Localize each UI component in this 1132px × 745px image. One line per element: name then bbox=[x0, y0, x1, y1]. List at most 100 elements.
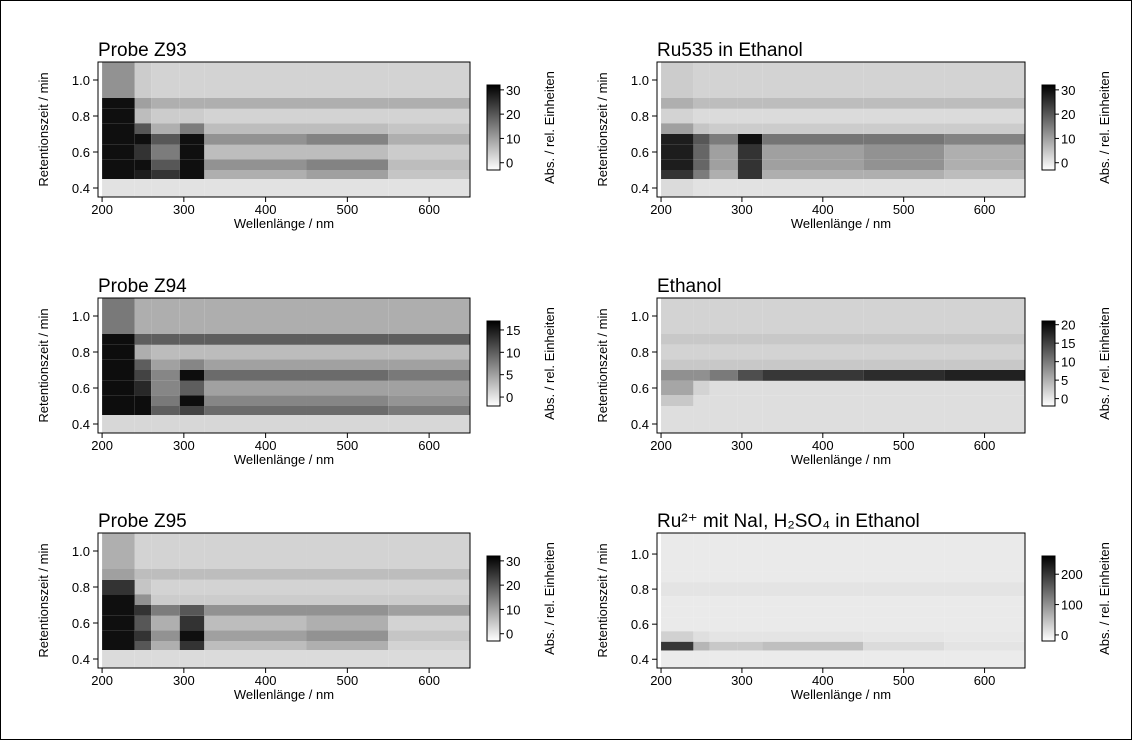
colorbar-tick-label: 0 bbox=[1061, 392, 1068, 407]
x-axis-label: Wellenlänge / nm bbox=[234, 687, 334, 702]
plot-frame bbox=[656, 297, 1026, 434]
x-tick-label: 300 bbox=[731, 438, 753, 453]
heat-cell bbox=[737, 98, 763, 109]
y-tick-label: 0.4 bbox=[631, 417, 649, 432]
heat-cell bbox=[737, 159, 763, 170]
heat-cell bbox=[179, 630, 205, 641]
heat-cell bbox=[102, 380, 135, 396]
heat-cell bbox=[151, 179, 180, 197]
heat-cell bbox=[709, 571, 738, 583]
heat-cell bbox=[151, 370, 180, 381]
heat-cell bbox=[388, 344, 470, 360]
heat-cell bbox=[204, 605, 307, 616]
heat-cell bbox=[863, 641, 945, 651]
chart-title: Probe Z94 bbox=[98, 276, 187, 297]
y-tick-label: 0.4 bbox=[631, 181, 649, 196]
x-tick-label: 400 bbox=[255, 673, 277, 688]
chart-title: Ru535 in Ethanol bbox=[657, 40, 803, 61]
heat-cell bbox=[306, 569, 389, 580]
heat-cell bbox=[762, 596, 864, 607]
x-tick-label: 200 bbox=[650, 202, 672, 217]
heat-cell bbox=[134, 569, 152, 580]
y-tick-label: 1.0 bbox=[631, 309, 649, 324]
heat-cell bbox=[306, 630, 389, 641]
y-tick-label: 1.0 bbox=[631, 547, 649, 562]
heat-cell bbox=[151, 569, 180, 580]
heat-cell bbox=[737, 650, 763, 668]
heat-cell bbox=[102, 569, 135, 580]
y-tick-label: 0.8 bbox=[72, 345, 90, 360]
heat-cell bbox=[762, 571, 864, 583]
x-axis-label: Wellenlänge / nm bbox=[791, 216, 891, 231]
plot-frame bbox=[97, 61, 471, 198]
heat-cell bbox=[709, 395, 738, 406]
heat-cell bbox=[661, 134, 694, 145]
heat-cell bbox=[179, 370, 205, 381]
heat-cell bbox=[944, 370, 1025, 381]
heat-cell bbox=[102, 650, 135, 668]
heat-cell bbox=[134, 359, 152, 370]
y-axis-label: Retentionszeit / min bbox=[36, 543, 51, 657]
heat-cell bbox=[762, 144, 864, 160]
heat-cell bbox=[179, 415, 205, 433]
heat-cell bbox=[151, 159, 180, 170]
heat-cell bbox=[388, 108, 470, 124]
heat-cell bbox=[204, 395, 307, 406]
heat-cell bbox=[762, 650, 864, 668]
heat-cell bbox=[134, 334, 152, 345]
heat-cell bbox=[151, 615, 180, 631]
heat-cell bbox=[737, 170, 763, 179]
heat-cell bbox=[737, 571, 763, 583]
colorbar-tick-label: 10 bbox=[1061, 131, 1075, 146]
heat-cell bbox=[661, 406, 694, 415]
x-tick-label: 600 bbox=[418, 202, 440, 217]
heat-cell bbox=[709, 179, 738, 197]
heat-cell bbox=[944, 533, 1025, 572]
heat-cell bbox=[762, 179, 864, 197]
heat-cell bbox=[306, 344, 389, 360]
y-tick-label: 0.6 bbox=[72, 616, 90, 631]
heat-cell bbox=[306, 62, 389, 98]
heat-cell bbox=[863, 406, 945, 415]
heat-cell bbox=[204, 650, 307, 668]
heat-cell bbox=[306, 641, 389, 650]
x-tick-label: 200 bbox=[91, 673, 113, 688]
heat-cell bbox=[151, 144, 180, 160]
heat-cell bbox=[944, 62, 1025, 98]
heat-cell bbox=[151, 579, 180, 595]
colorbar-tick-label: 10 bbox=[506, 131, 520, 146]
heat-cell bbox=[944, 334, 1025, 345]
heat-cell bbox=[762, 533, 864, 572]
heat-cell bbox=[134, 108, 152, 124]
heat-cell bbox=[944, 123, 1025, 134]
y-axis-label: Retentionszeit / min bbox=[595, 308, 610, 422]
heat-cell bbox=[709, 144, 738, 160]
heat-cell bbox=[693, 159, 710, 170]
heat-cell bbox=[179, 123, 205, 134]
heat-cell bbox=[737, 359, 763, 370]
heat-cell bbox=[863, 370, 945, 381]
heat-cell bbox=[388, 98, 470, 109]
heat-cell bbox=[306, 359, 389, 370]
heat-cell bbox=[661, 298, 694, 334]
heat-cell bbox=[179, 533, 205, 569]
heat-cell bbox=[693, 98, 710, 109]
x-axis-label: Wellenlänge / nm bbox=[791, 452, 891, 467]
heat-cell bbox=[102, 630, 135, 641]
heat-cell bbox=[102, 605, 135, 616]
heat-cell bbox=[134, 395, 152, 406]
heat-cell bbox=[737, 298, 763, 334]
colorbar-label: Abs. / rel. Einheiten bbox=[542, 542, 557, 655]
y-tick-label: 0.8 bbox=[631, 109, 649, 124]
plot-frame bbox=[656, 532, 1026, 669]
heat-cell bbox=[151, 415, 180, 433]
colorbar bbox=[1041, 84, 1056, 171]
heat-cell bbox=[134, 406, 152, 415]
heat-cell bbox=[709, 170, 738, 179]
heat-cell bbox=[863, 596, 945, 607]
heat-cell bbox=[179, 395, 205, 406]
heat-cell bbox=[306, 615, 389, 631]
heat-cell bbox=[306, 108, 389, 124]
